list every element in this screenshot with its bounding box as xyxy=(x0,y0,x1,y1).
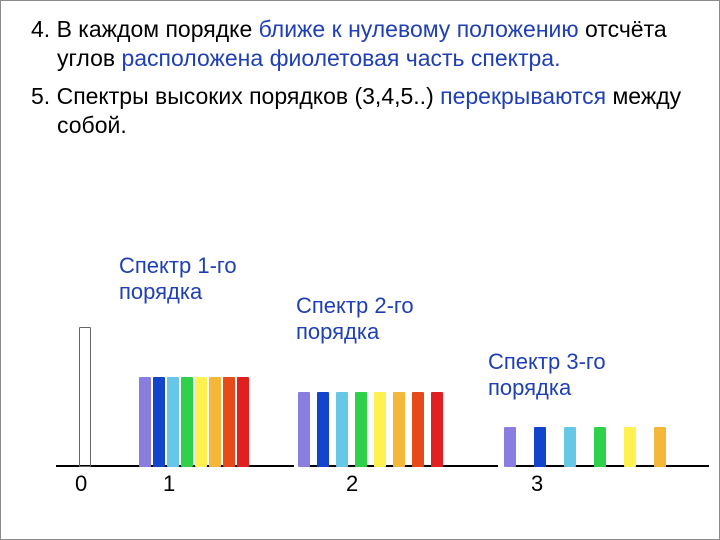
spectrum-bar xyxy=(181,377,193,467)
p4-b: ближе к нулевому положению xyxy=(259,16,579,42)
paragraph-5: 5. Спектры высоких порядков (3,4,5..) пе… xyxy=(31,82,695,141)
label-spectrum-1-line1: Спектр 1-го xyxy=(119,253,237,278)
spectrum-bar xyxy=(237,377,249,467)
p5-num: 5. xyxy=(31,83,57,109)
spectrum-bar xyxy=(534,427,546,467)
spectrum-bar xyxy=(374,392,386,467)
spectrum-bar xyxy=(412,392,424,467)
label-spectrum-3: Спектр 3-го порядка xyxy=(488,349,606,402)
p4-d: расположена фиолетовая часть спектра. xyxy=(121,45,560,71)
p4-a: В каждом порядке xyxy=(57,16,259,42)
spectrum-bar xyxy=(393,392,405,467)
axis-label-2: 2 xyxy=(346,471,358,497)
p4-num: 4. xyxy=(31,16,57,42)
label-spectrum-2-line2: порядка xyxy=(296,319,379,344)
spectrum-bar xyxy=(336,392,348,467)
spectrum-bar xyxy=(504,427,516,467)
label-spectrum-2: Спектр 2-го порядка xyxy=(296,293,414,346)
spectrum-bar xyxy=(654,427,666,467)
spectrum-bar xyxy=(317,392,329,467)
spectrum-diagram: Спектр 1-го порядка Спектр 2-го порядка … xyxy=(1,231,719,509)
spectrum-bar xyxy=(355,392,367,467)
label-spectrum-3-line2: порядка xyxy=(488,375,571,400)
label-spectrum-3-line1: Спектр 3-го xyxy=(488,349,606,374)
spectrum-bar xyxy=(167,377,179,467)
spectrum-bar xyxy=(139,377,151,467)
axis-label-1: 1 xyxy=(163,471,175,497)
spectrum-bar xyxy=(431,392,443,467)
p5-b: перекрываются xyxy=(440,83,606,109)
axis-label-3: 3 xyxy=(531,471,543,497)
spectrum-bar xyxy=(564,427,576,467)
p5-a: Спектры высоких порядков (3,4,5..) xyxy=(57,83,441,109)
label-spectrum-2-line1: Спектр 2-го xyxy=(296,293,414,318)
spectrum-bar xyxy=(624,427,636,467)
spectrum-bar xyxy=(298,392,310,467)
spectrum-bar xyxy=(79,327,91,467)
spectrum-bar xyxy=(153,377,165,467)
spectrum-bar xyxy=(195,377,207,467)
label-spectrum-1-line2: порядка xyxy=(119,279,202,304)
paragraph-4: 4. В каждом порядке ближе к нулевому пол… xyxy=(31,15,695,74)
spectrum-bar xyxy=(594,427,606,467)
label-spectrum-1: Спектр 1-го порядка xyxy=(119,253,237,306)
slide: 4. В каждом порядке ближе к нулевому пол… xyxy=(0,0,720,540)
spectrum-bar xyxy=(209,377,221,467)
spectrum-bar xyxy=(223,377,235,467)
axis-label-0: 0 xyxy=(75,471,87,497)
